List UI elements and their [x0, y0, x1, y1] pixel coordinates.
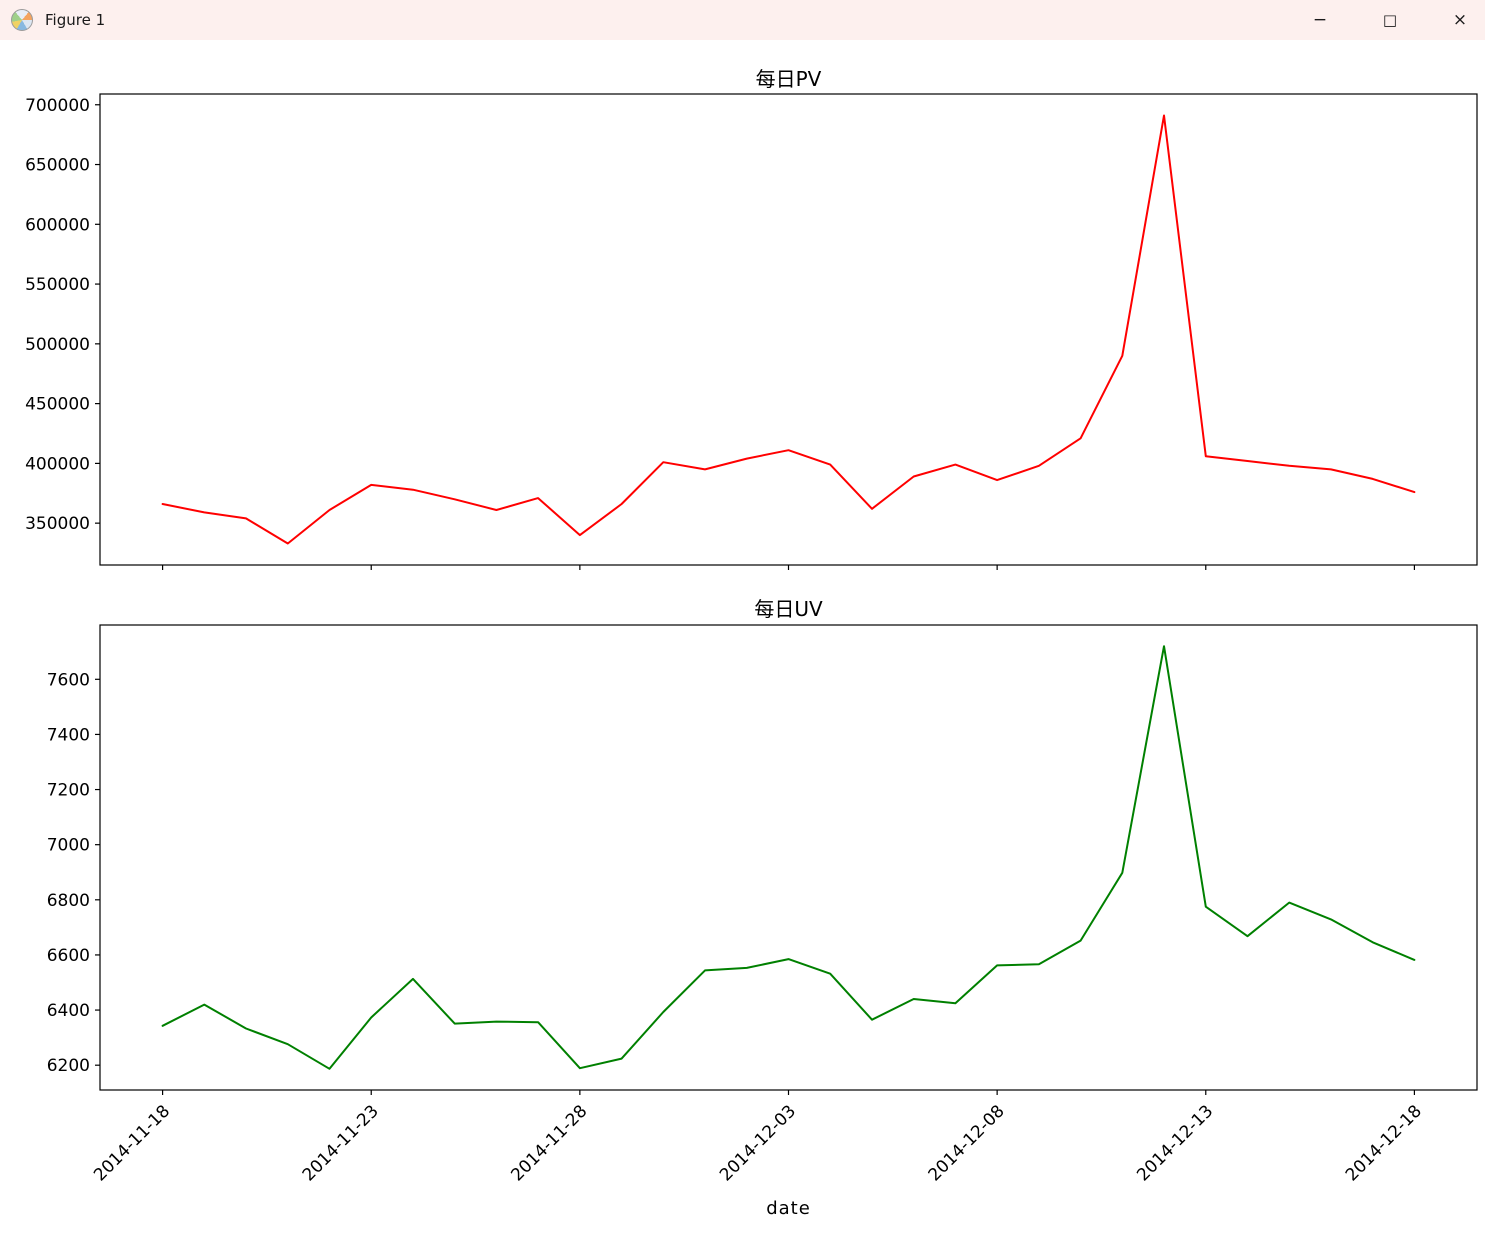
x-tick-label: 2014-11-23 — [299, 1101, 383, 1185]
uv-line — [161, 645, 1416, 1070]
uv-chart: 6200 6400 6600 6800 7000 7200 7400 7600 2014-11-… — [47, 624, 1478, 1185]
y-tick-label: 700000 — [25, 96, 90, 116]
y-tick-label: 350000 — [25, 514, 90, 534]
uv-axes-spine — [99, 624, 1478, 1091]
y-tick-label: 500000 — [25, 335, 90, 355]
x-tick-label: 2014-12-08 — [925, 1101, 1009, 1185]
minimize-button[interactable]: − — [1312, 10, 1328, 30]
window-title: Figure 1 — [45, 11, 106, 29]
y-tick-label: 600000 — [25, 215, 90, 235]
window-controls: − □ × — [1297, 0, 1483, 40]
y-tick-label: 450000 — [25, 395, 90, 415]
figure-plot-svg: 350000 400000 450000 500000 550000 600000 6500… — [25, 93, 1478, 1185]
y-tick-label: 6400 — [47, 1001, 90, 1021]
x-axis-label: date — [766, 1198, 811, 1219]
y-tick-label: 6800 — [47, 891, 90, 911]
pv-axes-spine — [99, 93, 1478, 566]
close-button[interactable]: × — [1452, 10, 1468, 30]
pv-chart-title: 每日PV — [755, 67, 822, 91]
matplotlib-logo-icon — [11, 9, 33, 31]
x-tick-label: 2014-11-28 — [507, 1101, 591, 1185]
title-bar[interactable]: Figure 1 − □ × — [0, 0, 1485, 40]
figure-canvas: 每日PV 每日UV date 350000 400000 450000 500000 5… — [0, 40, 1485, 1236]
y-tick-label: 7000 — [47, 836, 90, 856]
pv-chart: 350000 400000 450000 500000 550000 600000 6500… — [25, 93, 1478, 570]
y-tick-label: 7400 — [47, 725, 90, 745]
x-tick-label: 2014-11-18 — [90, 1101, 174, 1185]
maximize-button[interactable]: □ — [1382, 11, 1398, 29]
y-tick-label: 650000 — [25, 156, 90, 176]
y-tick-label: 400000 — [25, 454, 90, 474]
y-tick-label: 6200 — [47, 1056, 90, 1076]
x-tick-label: 2014-12-03 — [716, 1101, 800, 1185]
x-tick-label: 2014-12-18 — [1342, 1101, 1426, 1185]
y-tick-label: 7200 — [47, 781, 90, 801]
uv-chart-title: 每日UV — [754, 597, 823, 621]
x-tick-label: 2014-12-13 — [1133, 1101, 1217, 1185]
y-tick-label: 6600 — [47, 946, 90, 966]
pv-line — [161, 114, 1416, 545]
y-tick-label: 7600 — [47, 670, 90, 690]
y-tick-label: 550000 — [25, 275, 90, 295]
